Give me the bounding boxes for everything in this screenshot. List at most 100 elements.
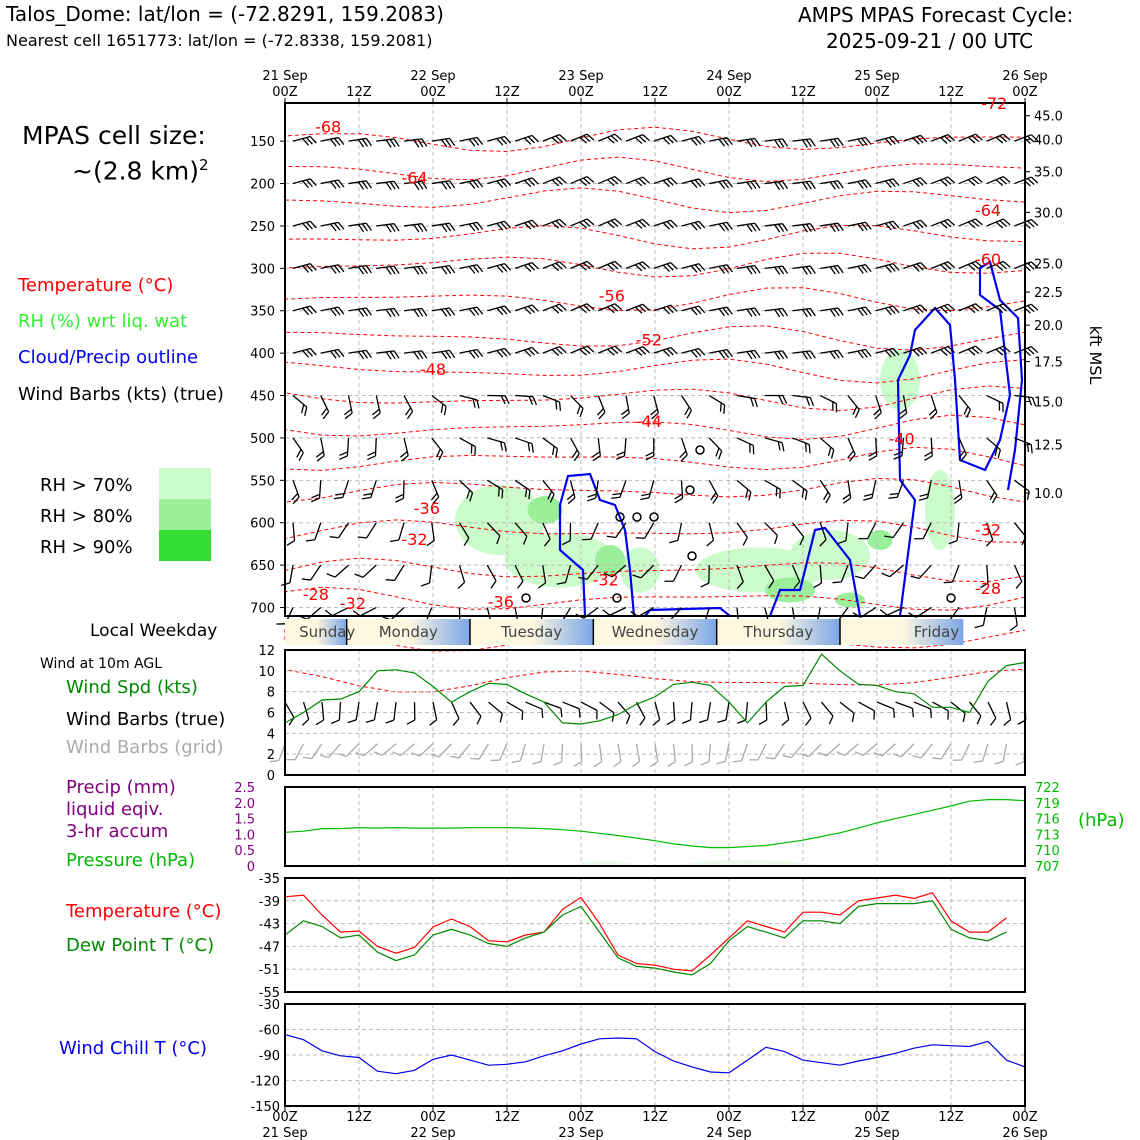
wind10-barb-true (652, 701, 661, 726)
wind-barb-aloft (923, 437, 933, 461)
wind-barb-aloft (459, 264, 484, 274)
cycle-date: 2025-09-21 / 00 UTC (826, 29, 1034, 53)
wind-barb-aloft (376, 138, 400, 148)
wind-barb-aloft (931, 133, 956, 144)
wind-barb-aloft (292, 347, 317, 358)
wind10-frame (284, 649, 1026, 776)
wind10-barb-true (365, 701, 379, 724)
wind10-barb-grid (632, 743, 641, 768)
time-tick-day-bottom: 24 Sep (706, 1126, 751, 1140)
wind-barb-aloft (879, 606, 904, 616)
wind-barb-aloft (820, 264, 844, 275)
wind-barb-aloft (1013, 564, 1023, 589)
wind-barb-aloft (820, 137, 844, 148)
height-tick-label: 22.5 (1034, 286, 1063, 301)
wind-barb-aloft (910, 564, 932, 580)
wind-barb-aloft (792, 307, 816, 318)
wind-barb-aloft (958, 437, 967, 462)
wind10-speed-label: Wind Spd (kts) (66, 677, 198, 698)
wind-barb-aloft (570, 218, 595, 229)
pressure-tick-label: 550 (250, 474, 275, 489)
wind10-barb-true (781, 701, 790, 726)
temp-tick-label: -39 (259, 895, 280, 910)
wind-barb-aloft (329, 522, 350, 539)
wind-barb-aloft (791, 564, 801, 589)
rh-shading (867, 530, 893, 550)
temp-tick-label: -47 (259, 940, 280, 955)
wind-barb-aloft (514, 394, 538, 406)
wind-barb-aloft (736, 349, 761, 360)
time-tick-day-bottom: 26 Sep (1002, 1126, 1047, 1140)
wind-barb-aloft (764, 564, 775, 589)
wind10-barb-true (698, 701, 712, 724)
wind-barb-aloft (985, 522, 994, 547)
wind-barb-aloft (570, 345, 595, 356)
wind-barb-aloft (986, 345, 1011, 356)
wind10-tick-label: 4 (267, 727, 275, 742)
nearest-cell: Nearest cell 1651773: lat/lon = (-72.833… (6, 31, 433, 50)
wind-barb-aloft (1014, 479, 1030, 500)
wind-barb-aloft (792, 180, 816, 191)
temp-tick-label: -51 (259, 963, 280, 978)
temperature-contour (284, 557, 1026, 583)
wind-barb-aloft (487, 178, 512, 189)
wind10-barb-grid (700, 743, 712, 766)
temp-frame (284, 877, 1026, 993)
wind-barb-aloft (931, 303, 956, 314)
wind-barb-aloft (542, 303, 567, 314)
wind-barb-aloft (736, 264, 761, 275)
wind-barb-aloft (597, 175, 623, 187)
wind10-tick-label: 8 (267, 686, 275, 701)
wind10-barb-true (347, 701, 360, 724)
wind-barb-aloft (431, 395, 447, 416)
wind-barb-aloft (819, 437, 835, 459)
legend-rh: RH (%) wrt liq. wat (18, 311, 188, 332)
swatch-rh70 (159, 468, 211, 499)
wind10-barb-grid (892, 743, 915, 758)
wind-barb-aloft (376, 180, 400, 191)
precip-shade (568, 861, 643, 866)
wind10-barb-true (525, 701, 544, 719)
temperature-contour-label: -72 (981, 94, 1007, 113)
wind-barb-aloft (1014, 218, 1039, 229)
wind-barb-aloft (847, 221, 872, 232)
wind-barb-aloft (348, 307, 372, 317)
wind10-barb-grid (873, 743, 896, 757)
time-tick-day-top: 21 Sep (262, 69, 307, 84)
wind-barb-aloft (625, 134, 650, 145)
time-tick-hour-top: 00Z (1012, 85, 1038, 100)
wind-barb-aloft (430, 480, 440, 505)
wind-barb-aloft (764, 180, 789, 191)
time-tick-hour-top: 12Z (938, 85, 964, 100)
height-tick-label: 12.5 (1034, 439, 1063, 454)
wind10-barb-true (385, 702, 397, 724)
wind-barb-aloft (597, 260, 623, 271)
calm-wind-circle (632, 512, 642, 522)
wind10-barb-true (635, 701, 646, 726)
wind-barb-aloft (586, 480, 599, 502)
wind-barb-aloft (914, 522, 932, 540)
wind10-barb-grid (337, 743, 360, 758)
calm-wind-circle (685, 485, 695, 495)
calm-wind-circle (946, 593, 956, 603)
wind-barb-aloft (948, 522, 960, 545)
wind10-barb-grid (355, 743, 378, 757)
wind-barb-aloft (292, 263, 317, 273)
wind-barb-aloft (324, 606, 349, 617)
wind-barb-aloft (653, 304, 678, 315)
pressure-label: Pressure (hPa) (66, 850, 196, 871)
wind-barb-aloft (361, 480, 377, 500)
wind10-barb-grid (430, 743, 452, 758)
wind-barb-aloft (542, 437, 558, 458)
wind-barb-aloft (736, 137, 761, 148)
wind-barb-aloft (320, 136, 345, 147)
wind10-barb-true (469, 701, 482, 725)
wind-barb-aloft (898, 395, 908, 420)
wind10-barb-grid (286, 743, 305, 761)
wind-barb-aloft (487, 305, 512, 316)
wind-barb-aloft (1014, 346, 1039, 357)
time-tick-hour-top: 00Z (568, 85, 594, 100)
wind10-barb-grid (511, 743, 527, 764)
cloud-outline (768, 526, 862, 617)
height-tick-label: 45.0 (1034, 110, 1063, 125)
